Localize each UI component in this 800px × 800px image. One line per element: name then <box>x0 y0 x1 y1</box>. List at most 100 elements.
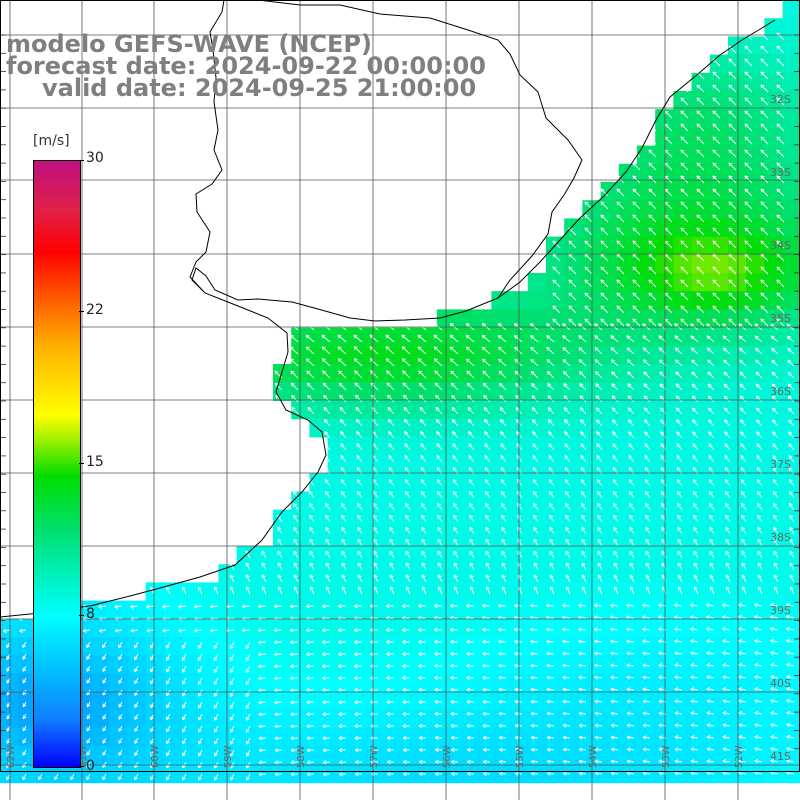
wind-speed-cell <box>236 728 256 747</box>
wind-speed-cell <box>527 382 547 401</box>
wind-arrow <box>610 335 619 343</box>
wind-speed-cell <box>600 218 620 238</box>
wind-arrow <box>417 334 427 343</box>
wind-arrow <box>789 526 795 535</box>
wind-arrow <box>691 407 699 415</box>
wind-arrow <box>530 370 539 379</box>
wind-arrow <box>565 538 571 547</box>
wind-speed-cell <box>782 218 800 238</box>
wind-arrow <box>306 382 315 391</box>
wind-speed-cell <box>182 655 201 674</box>
wind-speed-cell <box>637 182 656 201</box>
wind-arrow <box>581 514 587 523</box>
wind-speed-cell <box>709 509 729 529</box>
colorbar-tick-mark <box>79 311 84 312</box>
wind-speed-cell <box>600 364 620 383</box>
wind-speed-cell <box>564 273 583 292</box>
wind-arrow <box>788 407 795 415</box>
wind-arrow <box>611 395 619 403</box>
wind-arrow <box>626 359 635 367</box>
wind-speed-cell <box>109 655 128 674</box>
wind-arrow <box>452 431 459 439</box>
wind-speed-cell <box>709 455 729 474</box>
wind-arrow <box>418 382 427 391</box>
wind-arrow <box>373 526 379 535</box>
wind-arrow <box>530 358 539 367</box>
wind-speed-cell <box>400 728 420 747</box>
wind-speed-cell <box>564 728 583 747</box>
wind-arrow <box>341 526 347 535</box>
wind-arrow <box>497 334 507 343</box>
wind-speed-cell <box>709 764 729 784</box>
wind-arrow <box>565 502 571 511</box>
wind-speed-cell <box>127 728 147 747</box>
wind-speed-cell <box>728 127 747 147</box>
wind-arrow <box>501 514 507 523</box>
wind-speed-cell <box>18 637 37 656</box>
lon-label: 62W <box>6 745 17 768</box>
colorbar-tick-0: 0 <box>86 758 95 774</box>
wind-arrow <box>341 538 347 547</box>
wind-speed-cell <box>400 600 420 620</box>
wind-speed-cell <box>527 418 547 438</box>
wind-speed-cell <box>145 709 165 729</box>
wind-arrow <box>707 371 715 379</box>
wind-arrow <box>692 478 699 487</box>
wind-speed-cell <box>782 145 800 165</box>
wind-speed-cell <box>546 364 565 383</box>
wind-speed-cell <box>473 691 492 711</box>
wind-speed-cell <box>327 691 347 711</box>
wind-speed-cell <box>327 473 347 492</box>
wind-speed-cell <box>709 582 729 602</box>
wind-arrow <box>373 514 379 523</box>
wind-arrow <box>466 370 475 379</box>
wind-speed-cell <box>564 509 583 529</box>
wind-speed-cell <box>527 728 547 747</box>
wind-speed-cell <box>109 691 128 711</box>
wind-speed-cell <box>637 691 656 711</box>
wind-arrow <box>293 526 299 535</box>
wind-speed-cell <box>491 382 511 401</box>
wind-speed-cell <box>709 254 729 274</box>
wind-speed-cell <box>473 709 492 729</box>
wind-speed-cell <box>764 345 784 365</box>
wind-speed-cell <box>418 618 438 638</box>
wind-speed-cell <box>728 291 747 310</box>
wind-speed-cell <box>673 254 693 274</box>
wind-speed-cell <box>782 200 800 219</box>
wind-speed-cell <box>728 345 747 365</box>
wind-arrow <box>562 371 571 379</box>
wind-speed-cell <box>637 309 656 329</box>
wind-speed-cell <box>782 709 800 729</box>
wind-arrow <box>338 382 347 391</box>
wind-speed-cell <box>400 327 420 347</box>
wind-arrow <box>676 478 683 487</box>
wind-arrow <box>739 395 747 403</box>
wind-arrow <box>675 395 683 403</box>
wind-arrow <box>755 347 763 355</box>
wind-speed-cell <box>491 546 511 565</box>
wind-speed-cell <box>127 709 147 729</box>
wind-arrow <box>642 359 651 367</box>
wind-arrow <box>354 382 363 391</box>
lon-label: 54W <box>588 745 599 768</box>
wind-arrow <box>628 443 635 451</box>
wind-arrow <box>340 443 347 451</box>
wind-speed-cell <box>746 182 765 201</box>
wind-arrow <box>451 419 459 427</box>
wind-arrow <box>596 490 603 499</box>
wind-speed-cell <box>109 764 128 784</box>
wind-arrow <box>708 431 715 439</box>
wind-arrow <box>596 478 603 487</box>
wind-arrow <box>722 335 731 343</box>
wind-speed-cell <box>728 582 747 602</box>
wind-arrow <box>595 383 603 391</box>
wind-speed-cell <box>709 91 729 110</box>
wind-speed-cell <box>618 218 638 238</box>
wind-arrow <box>469 538 475 547</box>
wind-speed-cell <box>382 382 401 401</box>
wind-speed-cell <box>91 673 110 693</box>
wind-arrow <box>580 478 587 487</box>
wind-arrow <box>788 455 795 463</box>
wind-speed-cell <box>182 673 201 693</box>
